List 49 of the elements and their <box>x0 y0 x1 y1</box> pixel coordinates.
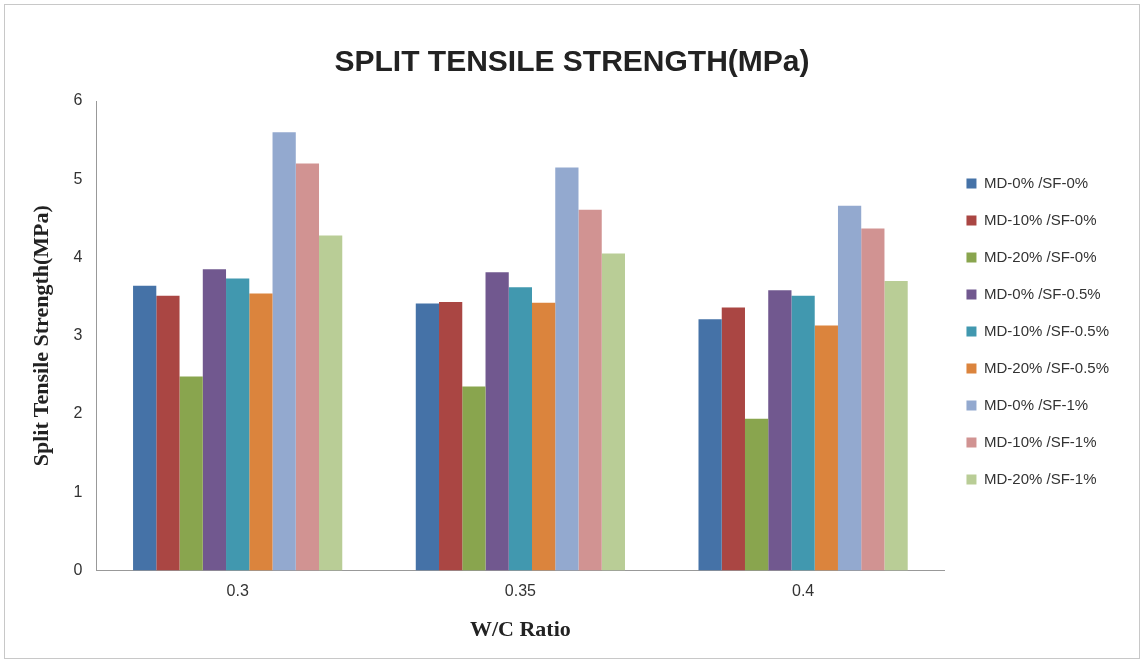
bar <box>249 293 273 571</box>
x-tick-label: 0.3 <box>226 582 249 600</box>
bar <box>768 290 792 571</box>
legend-label: MD-0% /SF-0.5% <box>983 284 1101 302</box>
bar <box>485 272 509 571</box>
x-axis-title: W/C Ratio <box>469 616 571 642</box>
y-axis-title: Split Tensile Strength(MPa) <box>27 205 53 467</box>
chart-title: SPLIT TENSILE STRENGTH(MPa) <box>334 44 810 78</box>
bar <box>744 418 769 571</box>
legend-label: MD-20% /SF-0% <box>983 247 1097 265</box>
y-tick-label: 2 <box>73 404 83 422</box>
bar <box>884 280 908 571</box>
bar <box>319 235 343 571</box>
legend-label: MD-10% /SF-0.5% <box>983 321 1110 339</box>
bar <box>272 132 296 571</box>
legend-label: MD-0% /SF-1% <box>983 395 1089 413</box>
bar <box>578 209 602 571</box>
x-tick-label: 0.35 <box>504 582 537 600</box>
legend-label: MD-10% /SF-0% <box>983 210 1097 228</box>
bar <box>791 295 815 571</box>
bar <box>601 253 625 571</box>
bar <box>698 319 722 571</box>
bar <box>179 376 203 571</box>
y-tick-label: 0 <box>73 560 83 578</box>
legend-label: MD-0% /SF-0% <box>983 173 1089 191</box>
legend-label: MD-10% /SF-1% <box>983 432 1097 450</box>
y-tick-label: 5 <box>73 169 83 187</box>
bar <box>415 303 440 571</box>
bar <box>462 386 486 571</box>
bar <box>508 287 533 571</box>
bar <box>295 163 320 571</box>
bar <box>439 302 463 571</box>
y-tick-label: 4 <box>73 247 83 265</box>
bar <box>861 228 885 571</box>
x-tick-label: 0.4 <box>791 582 815 600</box>
y-tick-label: 6 <box>73 91 83 109</box>
bar <box>226 278 250 571</box>
bar <box>532 302 556 571</box>
legend-label: MD-20% /SF-1% <box>983 469 1097 487</box>
y-tick-label: 3 <box>73 326 83 344</box>
legend-label: MD-20% /SF-0.5% <box>983 358 1110 376</box>
y-tick-label: 1 <box>73 482 83 500</box>
bar <box>814 325 838 571</box>
bar <box>555 167 579 571</box>
bar <box>721 307 745 571</box>
bar <box>202 269 227 571</box>
bar <box>133 285 157 571</box>
bar <box>156 295 180 571</box>
bar <box>837 205 862 571</box>
